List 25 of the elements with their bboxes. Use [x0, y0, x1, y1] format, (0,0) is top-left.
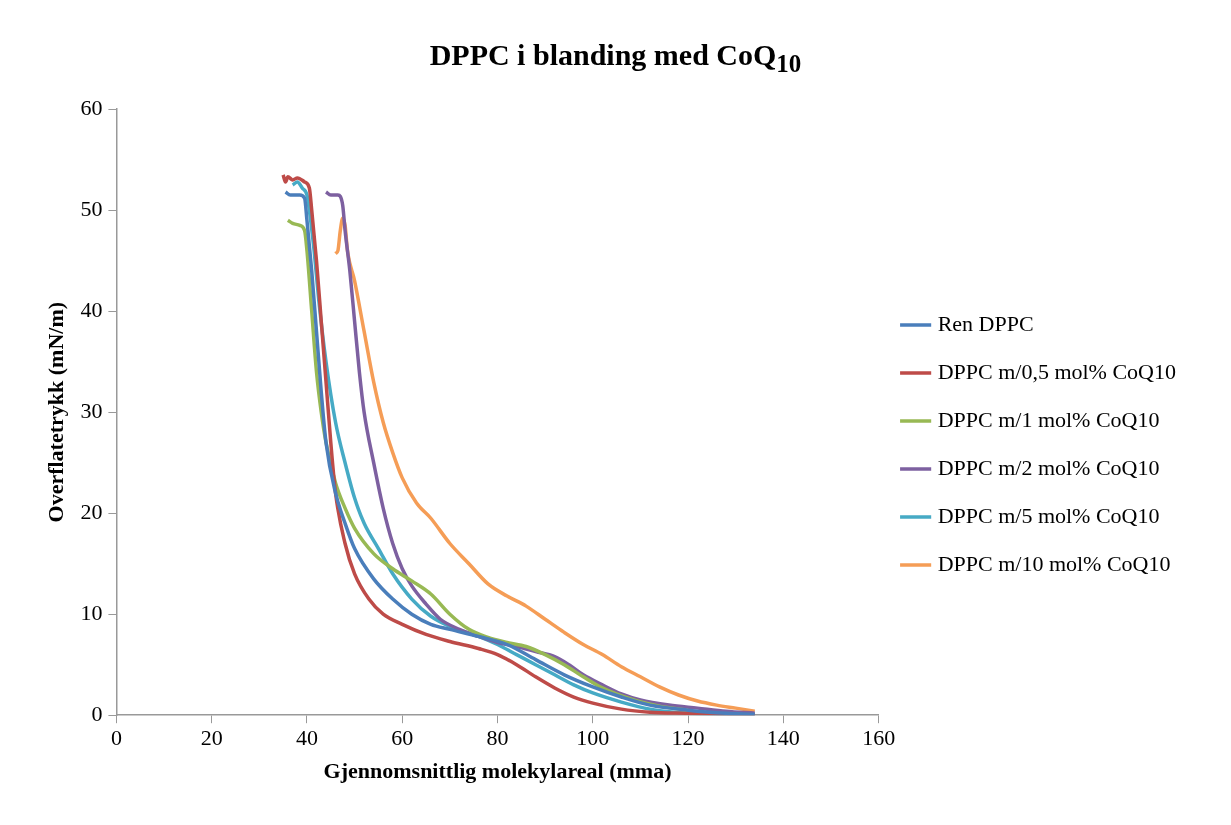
- legend-label: DPPC m/2 mol% CoQ10: [937, 454, 1160, 480]
- x-tick-label: 140: [766, 725, 800, 751]
- x-tick-label: 120: [671, 725, 705, 751]
- legend-label: Ren DPPC: [937, 310, 1034, 336]
- x-tick-label: 40: [295, 725, 318, 751]
- legend-label: DPPC m/10 mol% CoQ10: [937, 550, 1171, 576]
- y-tick-label: 40: [80, 296, 103, 322]
- legend-label: DPPC m/0,5 mol% CoQ10: [937, 358, 1177, 384]
- y-tick-label: 10: [80, 599, 103, 625]
- x-tick-label: 100: [576, 725, 610, 751]
- y-axis-title: Overflatetrykk (mN/m): [42, 301, 68, 523]
- y-tick-label: 20: [80, 498, 103, 524]
- y-tick-label: 50: [80, 195, 103, 221]
- x-tick-label: 20: [200, 725, 223, 751]
- x-tick-label: 80: [486, 725, 509, 751]
- legend-label: DPPC m/5 mol% CoQ10: [937, 502, 1160, 528]
- y-tick-label: 60: [80, 94, 103, 120]
- legend-label: DPPC m/1 mol% CoQ10: [937, 406, 1160, 432]
- x-tick-label: 160: [862, 725, 896, 751]
- x-axis-title: Gjennomsnittlig molekylareal (mma): [323, 758, 672, 784]
- x-tick-label: 60: [391, 725, 414, 751]
- x-tick-label: 0: [110, 725, 122, 751]
- y-tick-label: 30: [80, 397, 103, 423]
- chart-title: DPPC i blanding med CoQ$_{10}$: [428, 38, 803, 78]
- y-tick-label: 0: [91, 700, 103, 726]
